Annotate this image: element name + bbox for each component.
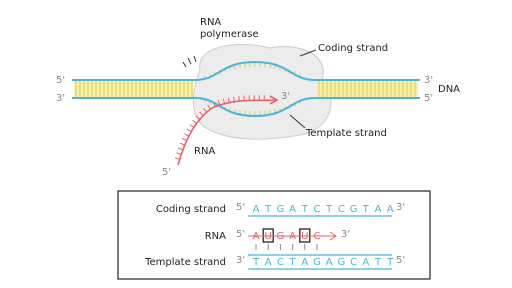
base-letter: T (264, 204, 272, 215)
base-letter: A (362, 257, 369, 268)
base-letter: T (301, 204, 309, 215)
base-letter: A (387, 204, 394, 215)
base-letter: G (277, 204, 285, 215)
base-letter: G (313, 257, 321, 268)
row-label: Template strand (144, 257, 226, 268)
row-label: Coding strand (156, 204, 226, 215)
base-letter: A (253, 231, 260, 242)
base-letter: T (374, 257, 382, 268)
base-letter: T (252, 257, 260, 268)
pointer (299, 49, 317, 57)
base-letter: G (338, 257, 346, 268)
rna-arrow (329, 231, 337, 241)
base-letter: C (338, 204, 345, 215)
end-label: 5' (236, 202, 245, 213)
end-label: 5' (162, 167, 171, 178)
rna-base (181, 137, 187, 141)
rna-base (176, 152, 182, 155)
base-letter: C (314, 231, 321, 242)
end-label: 3' (56, 93, 65, 104)
sequence-box (117, 190, 431, 280)
label: RNA (194, 146, 215, 157)
base-letter: A (301, 257, 308, 268)
base-letter: A (375, 204, 382, 215)
dna-ladder (74, 62, 418, 160)
rna-arrow (269, 95, 279, 105)
label: polymerase (200, 29, 259, 40)
rna-base (179, 142, 185, 146)
rna-base (178, 147, 184, 151)
base-letter: G (350, 204, 358, 215)
pointer (289, 114, 306, 129)
rna-base (203, 108, 208, 113)
base-letter: A (326, 257, 333, 268)
rna-base (184, 133, 190, 137)
base-letter: T (289, 257, 297, 268)
end-label: 3' (281, 91, 290, 102)
label: Template strand (305, 128, 387, 139)
rna-base (207, 104, 212, 110)
end-label: 5' (424, 93, 433, 104)
end-label: 3' (424, 75, 433, 86)
rna-base (233, 96, 235, 102)
base-letter: C (277, 257, 284, 268)
row-label: RNA (205, 231, 226, 242)
template-strand (72, 97, 420, 118)
base-letter: A (253, 204, 260, 215)
base-letter: T (386, 257, 394, 268)
end-label: 3' (396, 202, 405, 213)
coding-strand (72, 60, 420, 81)
rna-base (192, 119, 197, 124)
rna-base (174, 157, 180, 160)
rna-base (222, 98, 226, 104)
base-letter: G (277, 231, 285, 242)
label: DNA (438, 84, 460, 95)
sequence-rows: Coding strand 5' 3' RNA 5' 3' Template strand 3… (144, 202, 405, 270)
base-letter: U (265, 231, 272, 242)
end-label: 3' (236, 255, 245, 266)
rna-base (217, 100, 221, 106)
end-label: 5' (396, 255, 405, 266)
label: Coding strand (318, 43, 388, 54)
polymerase (192, 43, 332, 140)
rna-strand (177, 99, 276, 166)
base-letter: T (325, 204, 333, 215)
end-label: 3' (341, 229, 350, 240)
label: RNA (200, 17, 221, 28)
dna-strands (72, 60, 420, 118)
base-letter: A (289, 204, 296, 215)
base-letter: T (362, 204, 370, 215)
base-letter: C (314, 204, 321, 215)
base-letter: U (301, 231, 308, 242)
rna-base (195, 115, 201, 120)
rna-base (189, 124, 195, 128)
rna-base (199, 111, 204, 116)
end-label: 5' (236, 229, 245, 240)
base-letter: A (265, 257, 272, 268)
motion-marks (182, 55, 197, 68)
end-label: 5' (56, 75, 65, 86)
base-letter: A (289, 231, 296, 242)
base-letter: C (350, 257, 357, 268)
rna-base (227, 97, 230, 103)
rna-base (186, 128, 192, 133)
